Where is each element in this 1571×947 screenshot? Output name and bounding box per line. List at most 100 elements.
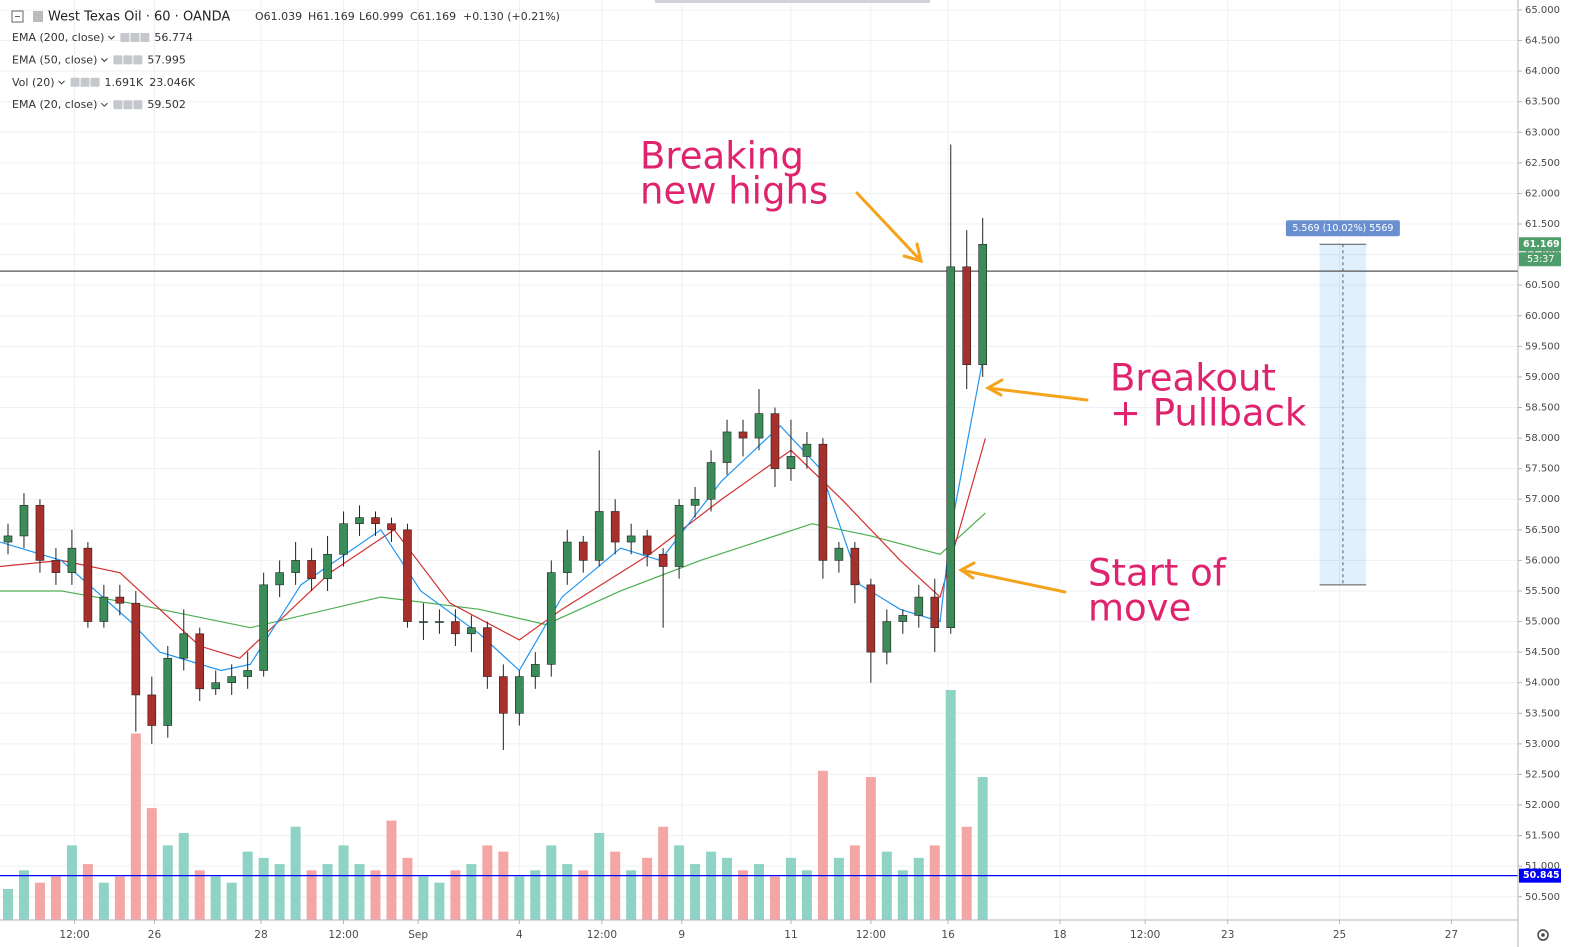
volume-bar bbox=[865, 777, 876, 920]
candle-body bbox=[690, 498, 700, 506]
candle-body bbox=[387, 523, 396, 531]
y-tick-label: 64.000 bbox=[1525, 66, 1560, 77]
candle-body bbox=[562, 541, 572, 573]
grid bbox=[0, 0, 1518, 920]
volume-bar bbox=[674, 845, 685, 920]
volume-bar bbox=[194, 870, 205, 920]
y-tick-label: 53.000 bbox=[1525, 739, 1560, 750]
candle-body bbox=[371, 517, 380, 524]
legend-caret bbox=[58, 80, 65, 85]
candle-body bbox=[291, 560, 300, 573]
x-tick-label: 12:00 bbox=[59, 929, 89, 941]
x-tick-label: 23 bbox=[1221, 929, 1234, 941]
legend-name: EMA (20, close) bbox=[12, 98, 97, 111]
candle-body bbox=[211, 682, 221, 690]
x-tick-label: 12:00 bbox=[1130, 929, 1160, 941]
y-tick-label: 54.500 bbox=[1525, 647, 1560, 658]
annotation-line: Breakout bbox=[1110, 357, 1276, 400]
gear[interactable] bbox=[1537, 929, 1549, 941]
volume-bar bbox=[210, 876, 221, 920]
candle-body bbox=[339, 523, 348, 555]
measure-label: 5.569 (10.02%) 5569 bbox=[1292, 223, 1393, 234]
y-tick-label: 56.500 bbox=[1525, 525, 1560, 536]
candle-body bbox=[35, 505, 45, 561]
candle-body bbox=[515, 676, 524, 714]
countdown: 53:37 bbox=[1527, 254, 1554, 265]
candle-body bbox=[930, 596, 940, 628]
y-tick-label: 63.000 bbox=[1525, 127, 1560, 138]
volume-bar bbox=[690, 864, 701, 920]
candle-body bbox=[243, 670, 252, 677]
legend-icon bbox=[113, 100, 123, 110]
volume-bar bbox=[82, 864, 93, 920]
y-tick-label: 60.000 bbox=[1525, 311, 1560, 322]
candle-body bbox=[786, 456, 796, 469]
arrow bbox=[855, 191, 924, 264]
volume-bar bbox=[785, 857, 796, 920]
y-tick-label: 62.500 bbox=[1525, 158, 1560, 169]
candle-body bbox=[674, 505, 684, 567]
candle-body bbox=[866, 584, 876, 653]
x-tick-label: 28 bbox=[254, 929, 267, 941]
candle-body bbox=[898, 615, 908, 622]
ohlc-open: O61.039 bbox=[255, 10, 302, 23]
legend-icon bbox=[123, 100, 133, 110]
volume-bar bbox=[306, 870, 317, 920]
candle-body bbox=[115, 596, 125, 604]
volume-bar bbox=[658, 826, 669, 920]
legend-name: Vol (20) bbox=[12, 76, 55, 89]
y-tick-label: 59.000 bbox=[1525, 372, 1560, 383]
legend-icon bbox=[133, 55, 143, 65]
x-tick-label: 11 bbox=[784, 929, 797, 941]
annotation-line: Breaking bbox=[640, 135, 804, 178]
legend-value: 56.774 bbox=[154, 31, 193, 44]
volume-bar bbox=[817, 770, 828, 920]
y-tick-label: 59.500 bbox=[1525, 341, 1560, 352]
volume-bar bbox=[34, 882, 45, 920]
volume-bar bbox=[498, 851, 509, 920]
candle-body bbox=[610, 511, 620, 543]
volume-bar bbox=[594, 832, 605, 920]
legend-icon bbox=[80, 77, 90, 87]
settings-icon[interactable] bbox=[1537, 929, 1549, 941]
volume-bar bbox=[18, 870, 29, 920]
candle-body bbox=[67, 547, 77, 573]
price-label-box bbox=[1519, 237, 1561, 252]
gear-center bbox=[1541, 933, 1545, 937]
collapse-icon[interactable] bbox=[11, 10, 24, 23]
volume-bar bbox=[450, 870, 461, 920]
candle-body bbox=[914, 596, 924, 616]
volume-bar bbox=[897, 870, 908, 920]
y-tick-label: 64.500 bbox=[1525, 36, 1560, 47]
volume-bar bbox=[546, 845, 557, 920]
volume-bar bbox=[290, 826, 301, 920]
candle-body bbox=[738, 431, 748, 439]
y-tick-label: 53.500 bbox=[1525, 708, 1560, 719]
volume-bar bbox=[801, 870, 812, 920]
x-tick-label: 12:00 bbox=[856, 929, 886, 941]
candle-body bbox=[483, 627, 492, 677]
legend-name: EMA (200, close) bbox=[12, 31, 104, 44]
legend-icon bbox=[113, 55, 123, 65]
annotation-line: Start of bbox=[1088, 552, 1227, 595]
y-tick-label: 56.000 bbox=[1525, 555, 1560, 566]
volume-bar bbox=[578, 870, 589, 920]
candle-body bbox=[818, 443, 828, 561]
price-label: 61.169 bbox=[1523, 239, 1560, 250]
legend-icon bbox=[133, 100, 143, 110]
volume-bar bbox=[945, 690, 956, 920]
volume-bar bbox=[50, 876, 61, 920]
y-tick-label: 51.500 bbox=[1525, 831, 1560, 842]
volume-bar bbox=[754, 864, 764, 920]
y-tick-label: 63.500 bbox=[1525, 97, 1560, 108]
volume-bar bbox=[402, 857, 413, 920]
y-tick-label: 65.000 bbox=[1525, 5, 1560, 16]
axis-labels: 50.500 51.000 51.500 52.000 52.500 53.000 53.5… bbox=[59, 5, 1561, 941]
legend-icon bbox=[130, 33, 140, 42]
candle-body bbox=[578, 541, 588, 561]
volume-bar bbox=[466, 864, 477, 920]
volume-bar bbox=[769, 876, 780, 920]
candle-body bbox=[770, 413, 780, 469]
volume-bar bbox=[929, 845, 940, 920]
